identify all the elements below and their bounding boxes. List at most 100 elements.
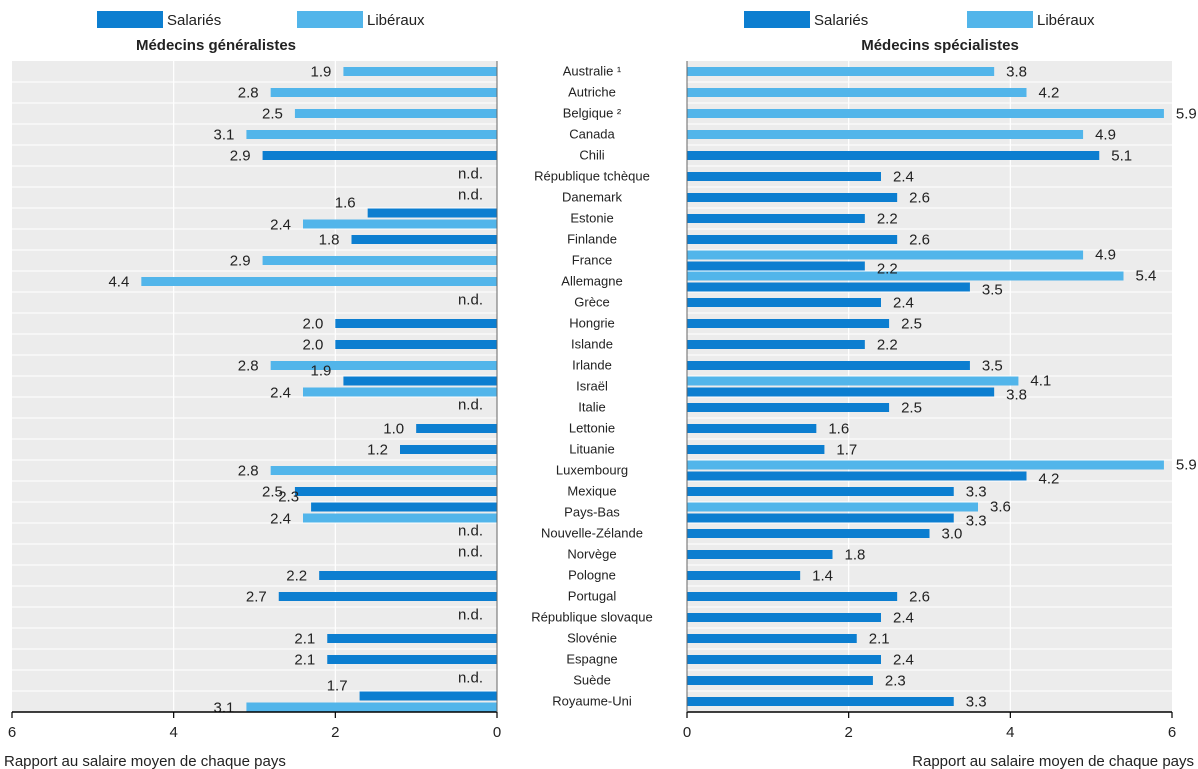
left-value-salaries-portugal: 2.7 xyxy=(246,589,267,606)
left-bar-salaries-estonie xyxy=(367,208,497,218)
left-value-salaries-chili: 2.9 xyxy=(230,148,251,165)
country-label-pologne: Pologne xyxy=(568,568,616,583)
country-label-lettonie: Lettonie xyxy=(569,421,615,436)
right-bar-salaries-nouvelle-zelande xyxy=(687,529,930,538)
country-label-italie: Italie xyxy=(578,400,605,415)
right-value-liberaux-australie: 3.8 xyxy=(1006,64,1027,81)
left-value-salaries-royaume-uni: 1.7 xyxy=(327,678,348,695)
left-bar-salaries-lettonie xyxy=(416,424,497,433)
country-label-irlande: Irlande xyxy=(572,358,612,373)
country-label-hongrie: Hongrie xyxy=(569,316,615,331)
right-tick-label: 4 xyxy=(1006,724,1014,741)
left-bar-salaries-royaume-uni xyxy=(359,691,497,701)
left-bar-liberaux-royaume-uni xyxy=(246,702,497,712)
right-bar-liberaux-autriche xyxy=(687,88,1027,97)
legend-right-liberaux-label: Libéraux xyxy=(1037,12,1095,29)
right-bar-salaries-republique-tcheque xyxy=(687,172,881,181)
right-bar-liberaux-israel xyxy=(687,376,1019,386)
left-na-label-nouvelle-zelande: n.d. xyxy=(458,523,483,540)
left-bar-liberaux-israel xyxy=(303,387,497,397)
left-na-label-republique-slovaque: n.d. xyxy=(458,607,483,624)
right-bar-salaries-italie xyxy=(687,403,890,412)
left-na-label-suede: n.d. xyxy=(458,670,483,687)
right-bar-liberaux-luxembourg xyxy=(687,460,1164,470)
right-bar-salaries-hongrie xyxy=(687,319,890,328)
right-value-liberaux-belgique: 5.9 xyxy=(1176,106,1197,123)
right-bar-salaries-norvege xyxy=(687,550,833,559)
right-value-liberaux-france: 4.9 xyxy=(1095,247,1116,264)
left-na-label-danemark: n.d. xyxy=(458,187,483,204)
left-bar-salaries-slovenie xyxy=(327,634,497,643)
country-label-pays-bas: Pays-Bas xyxy=(564,505,620,520)
right-value-liberaux-autriche: 4.2 xyxy=(1039,85,1060,102)
country-label-republique-tcheque: République tchèque xyxy=(534,169,650,184)
value-labels: 1.9 3.8 2.8 4.2 2.5 5.9 3.1 4.9 2.9 5.1 n.d. 2.4 n.d… xyxy=(108,64,1196,717)
left-value-liberaux-pays-bas: 2.4 xyxy=(270,511,291,528)
country-label-belgique: Belgique ² xyxy=(563,106,622,121)
right-value-salaries-islande: 2.2 xyxy=(877,337,898,354)
right-bar-salaries-royaume-uni xyxy=(687,697,954,706)
left-bar-salaries-espagne xyxy=(327,655,497,664)
left-na-label-norvege: n.d. xyxy=(458,544,483,561)
left-value-salaries-espagne: 2.1 xyxy=(294,652,315,669)
left-bar-salaries-israel xyxy=(343,376,497,386)
right-value-liberaux-luxembourg: 5.9 xyxy=(1176,457,1197,474)
country-label-allemagne: Allemagne xyxy=(561,274,622,289)
country-label-nouvelle-zelande: Nouvelle-Zélande xyxy=(541,526,643,541)
right-panel-grid xyxy=(687,61,1172,712)
right-bar-salaries-chili xyxy=(687,151,1100,160)
left-tick-label: 2 xyxy=(331,724,339,741)
country-label-grece: Grèce xyxy=(574,295,609,310)
right-bar-liberaux-australie xyxy=(687,67,995,76)
right-value-salaries-republique-tcheque: 2.4 xyxy=(893,169,914,186)
right-bar-salaries-luxembourg xyxy=(687,471,1027,481)
country-label-espagne: Espagne xyxy=(566,652,617,667)
right-bar-salaries-suede xyxy=(687,676,873,685)
left-value-liberaux-estonie: 2.4 xyxy=(270,217,291,234)
left-bar-liberaux-allemagne xyxy=(141,277,498,286)
right-value-salaries-republique-slovaque: 2.4 xyxy=(893,610,914,627)
left-bar-salaries-hongrie xyxy=(335,319,497,328)
right-bar-salaries-grece xyxy=(687,298,881,307)
country-label-norvege: Norvège xyxy=(567,547,616,562)
left-panel-grid xyxy=(12,61,497,712)
left-bar-salaries-pologne xyxy=(319,571,497,580)
legend-left-liberaux-swatch xyxy=(297,11,363,28)
right-value-salaries-norvege: 1.8 xyxy=(845,547,866,564)
country-label-republique-slovaque: République slovaque xyxy=(531,610,652,625)
left-x-axis: 0 2 4 6 xyxy=(8,61,501,741)
left-bar-liberaux-canada xyxy=(246,130,497,139)
right-bar-salaries-espagne xyxy=(687,655,881,664)
right-value-salaries-pays-bas: 3.3 xyxy=(966,513,987,530)
left-value-salaries-slovenie: 2.1 xyxy=(294,631,315,648)
country-label-finlande: Finlande xyxy=(567,232,617,247)
left-bar-salaries-portugal xyxy=(278,592,497,601)
right-value-liberaux-canada: 4.9 xyxy=(1095,127,1116,144)
right-value-salaries-france: 2.2 xyxy=(877,261,898,278)
legend-right-salaries-label: Salariés xyxy=(814,12,868,29)
legend-left-salaries-swatch xyxy=(97,11,163,28)
right-bar-liberaux-pays-bas xyxy=(687,502,978,512)
right-value-salaries-luxembourg: 4.2 xyxy=(1039,471,1060,488)
country-label-mexique: Mexique xyxy=(567,484,616,499)
left-value-salaries-lituanie: 1.2 xyxy=(367,442,388,459)
left-value-liberaux-australie: 1.9 xyxy=(311,64,332,81)
left-bar-salaries-chili xyxy=(262,151,497,160)
right-bar-salaries-islande xyxy=(687,340,865,349)
right-value-salaries-grece: 2.4 xyxy=(893,295,914,312)
left-value-liberaux-canada: 3.1 xyxy=(214,127,235,144)
right-x-axis-title: Rapport au salaire moyen de chaque pays xyxy=(912,753,1194,769)
right-value-salaries-suede: 2.3 xyxy=(885,673,906,690)
left-value-salaries-finlande: 1.8 xyxy=(319,232,340,249)
right-tick-label: 2 xyxy=(844,724,852,741)
left-bar-salaries-islande xyxy=(335,340,497,349)
right-bar-salaries-estonie xyxy=(687,214,865,223)
left-panel-background xyxy=(12,61,497,712)
country-label-france: France xyxy=(572,253,612,268)
legend-left-liberaux-label: Libéraux xyxy=(367,12,425,29)
left-tick-label: 0 xyxy=(493,724,501,741)
left-bar-salaries-lituanie xyxy=(400,445,497,454)
right-value-liberaux-israel: 4.1 xyxy=(1030,373,1051,390)
right-tick-label: 6 xyxy=(1168,724,1176,741)
right-bar-salaries-france xyxy=(687,261,865,271)
